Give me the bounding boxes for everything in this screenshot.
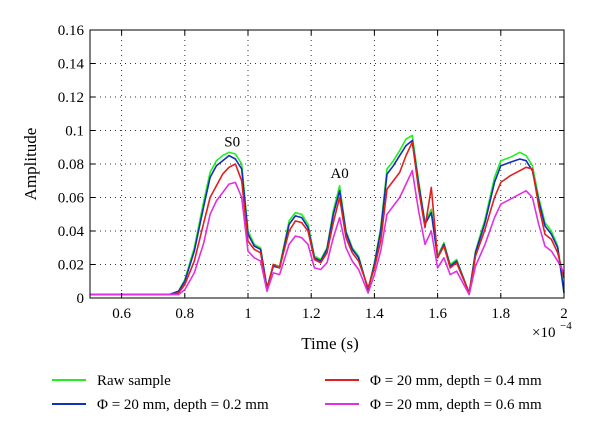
x-multiplier-exponent: −4 xyxy=(560,320,572,332)
x-axis-label: Time (s) xyxy=(301,334,358,353)
series-line-1 xyxy=(90,134,565,296)
legend-label: Φ = 20 mm, depth = 0.2 mm xyxy=(97,397,269,413)
x-tick-label: 1.6 xyxy=(428,306,447,322)
legend-label: Raw sample xyxy=(97,373,171,389)
y-tick-label: 0.16 xyxy=(58,23,85,39)
legend-label: Φ = 20 mm, depth = 0.4 mm xyxy=(370,373,542,389)
y-tick-label: 0.1 xyxy=(65,124,84,140)
x-multiplier-base: ×10 xyxy=(532,325,555,341)
series-line-3 xyxy=(90,141,565,296)
y-tick-label: 0 xyxy=(77,291,85,307)
legend-label: Φ = 20 mm, depth = 0.6 mm xyxy=(370,397,542,413)
series-line-2 xyxy=(90,139,565,296)
annotation-label: S0 xyxy=(224,134,240,150)
x-tick-label: 1.4 xyxy=(365,306,384,322)
y-tick-label: 0.08 xyxy=(58,157,84,173)
x-tick-label: 1.2 xyxy=(302,306,321,322)
y-tick-label: 0.06 xyxy=(58,191,85,207)
annotation-label: A0 xyxy=(330,166,348,182)
series-line-4 xyxy=(90,169,565,296)
x-tick-label: 0.8 xyxy=(175,306,194,322)
x-tick-label: 1.8 xyxy=(491,306,510,322)
x-axis-multiplier: ×10 −4 xyxy=(532,320,572,341)
plot-frame xyxy=(89,29,565,299)
x-tick-label: 0.6 xyxy=(112,306,131,322)
y-tick-label: 0.02 xyxy=(58,258,84,274)
grid xyxy=(90,30,564,298)
x-tick-label: 1 xyxy=(244,306,252,322)
legend: Raw sample Φ = 20 mm, depth = 0.2 mm Φ = 2… xyxy=(52,373,542,413)
ticks: 0.6 0.8 1 1.2 1.4 1.6 1.8 2 0 0.02 0.04 0.06 0.08 0.1… xyxy=(58,23,568,322)
annotations: S0 A0 xyxy=(224,134,349,182)
series-layer xyxy=(90,134,565,296)
y-tick-label: 0.14 xyxy=(58,57,85,73)
y-tick-label: 0.12 xyxy=(58,90,84,106)
y-tick-label: 0.04 xyxy=(58,224,85,240)
y-axis-label: Amplitude xyxy=(21,128,40,201)
x-tick-label: 2 xyxy=(560,306,568,322)
